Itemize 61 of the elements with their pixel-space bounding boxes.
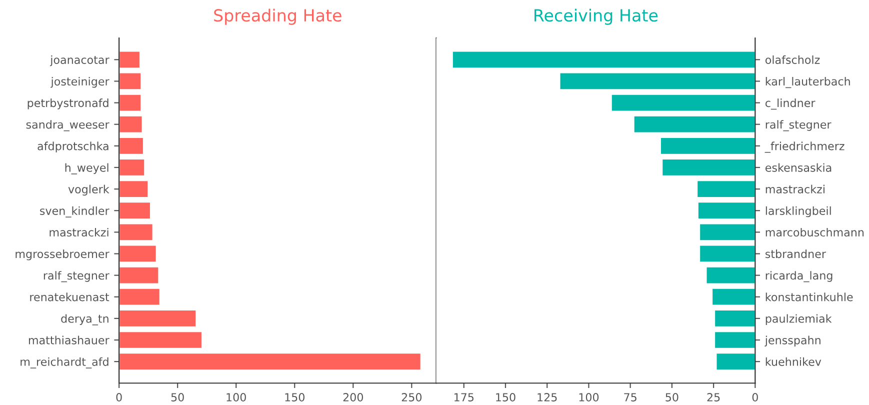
y-tick-label: derya_tn	[61, 314, 108, 326]
x-tick-label: 75	[624, 393, 636, 402]
y-tick-label: konstantinkuhle	[766, 292, 853, 302]
y-tick-label: sven_kindler	[40, 206, 110, 218]
x-tick-label: 150	[496, 393, 516, 402]
chart-title: Spreading Hate	[214, 8, 342, 25]
bar	[119, 244, 158, 264]
bar	[119, 309, 197, 328]
x-tick-label: 50	[171, 393, 184, 402]
x-tick-label: 200	[343, 393, 364, 402]
x-tick-label: 250	[402, 393, 422, 402]
bar	[119, 136, 144, 156]
y-tick-label: matthiashauer	[28, 336, 110, 344]
y-tick-label: sandra_weeser	[26, 120, 110, 132]
y-tick-label: h_weyel	[65, 163, 108, 174]
bar	[119, 72, 142, 91]
y-tick-label: voglerk	[68, 184, 110, 196]
y-tick-label: renatekuenast	[30, 292, 110, 302]
y-tick-label: jensspahn	[764, 336, 820, 347]
y-tick-label: paulziemiak	[766, 314, 832, 325]
bar	[119, 288, 161, 306]
bar	[119, 50, 141, 69]
x-tick-label: 125	[538, 393, 557, 402]
y-tick-label: karl_lauterbach	[766, 76, 850, 88]
chart-title: Receiving Hate	[534, 8, 658, 25]
x-tick-label: 0	[116, 393, 122, 402]
x-tick-label: 175	[454, 393, 474, 402]
y-tick-label: mastrackzi	[50, 228, 108, 237]
x-tick-label: 150	[285, 393, 304, 402]
bar	[119, 222, 154, 242]
y-tick-label: larsklingbeil	[766, 206, 831, 218]
y-tick-label: kuehnikev	[766, 357, 822, 366]
bar	[119, 180, 150, 198]
y-tick-label: josteiniger	[50, 76, 110, 88]
x-tick-label: 50	[666, 393, 678, 402]
bar	[119, 158, 146, 177]
y-tick-label: ralf_stegner	[766, 120, 832, 132]
bar	[119, 266, 160, 285]
x-tick-label: 100	[226, 393, 246, 402]
bar	[119, 330, 203, 350]
y-tick-label: joanacotar	[50, 55, 110, 66]
x-tick-label: 100	[579, 393, 599, 402]
y-tick-label: _friedrichmerz	[764, 142, 844, 153]
y-tick-label: mastrackzi	[766, 184, 824, 194]
bar	[119, 201, 152, 220]
y-tick-label: eskensaskia	[765, 163, 832, 172]
bar	[119, 115, 144, 134]
y-tick-label: ricarda_lang	[766, 271, 832, 282]
y-tick-label: afdprotschka	[38, 142, 108, 152]
x-tick-label: 0	[752, 393, 758, 402]
x-tick-label: 25	[707, 393, 720, 402]
y-tick-label: ralf_stegner	[44, 271, 110, 282]
y-tick-label: petrbystronafd	[28, 98, 108, 110]
y-tick-label: olafscholz	[765, 55, 820, 64]
bar	[119, 352, 422, 371]
y-tick-label: stbrandner	[765, 250, 826, 258]
y-tick-label: m_reichardt_afd	[20, 357, 108, 368]
bar	[119, 93, 142, 112]
y-tick-label: mgrossebroemer	[16, 250, 110, 260]
y-tick-label: c_lindner	[765, 98, 816, 110]
y-tick-label: marcobuschmann	[766, 228, 864, 237]
